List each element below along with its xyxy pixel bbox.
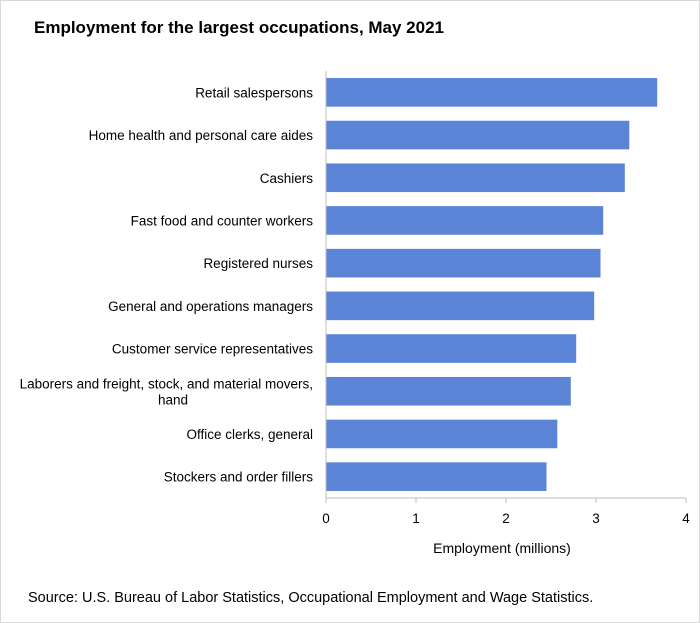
bar-5 [326,291,595,321]
bar-3 [326,206,604,235]
bar-0 [326,78,658,107]
category-label-4: Registered nurses [203,256,313,271]
category-label-8: Office clerks, general [186,427,313,442]
bar-7 [326,376,571,406]
category-label-2: Cashiers [260,171,314,186]
category-label-0: Retail salespersons [195,85,313,100]
source-note: Source: U.S. Bureau of Labor Statistics,… [28,590,593,606]
bar-9 [326,462,547,491]
category-label-9: Stockers and order fillers [164,470,314,485]
bar-2 [326,163,625,193]
bar-6 [326,334,577,363]
category-label-7: Laborers and freight, stock, and materia… [20,376,313,407]
bar-8 [326,419,558,449]
x-tick-label-3: 3 [592,511,600,526]
category-label-3: Fast food and counter workers [131,213,314,228]
x-tick-label-0: 0 [322,511,330,526]
category-label-6: Customer service representatives [112,342,313,357]
bar-1 [326,120,630,150]
x-tick-label-4: 4 [682,511,690,526]
x-tick-label-2: 2 [502,511,510,526]
x-axis-title: Employment (millions) [433,540,571,556]
bars-layer [326,78,658,491]
x-tick-label-1: 1 [412,511,420,526]
x-axis-ticks: 0 1 2 3 4 [322,498,690,526]
category-label-1: Home health and personal care aides [89,128,314,143]
bar-4 [326,248,601,278]
category-label-5: General and operations managers [108,299,313,314]
chart-title: Employment for the largest occupations, … [34,18,444,37]
category-labels: Retail salespersons Home health and perso… [20,85,314,484]
